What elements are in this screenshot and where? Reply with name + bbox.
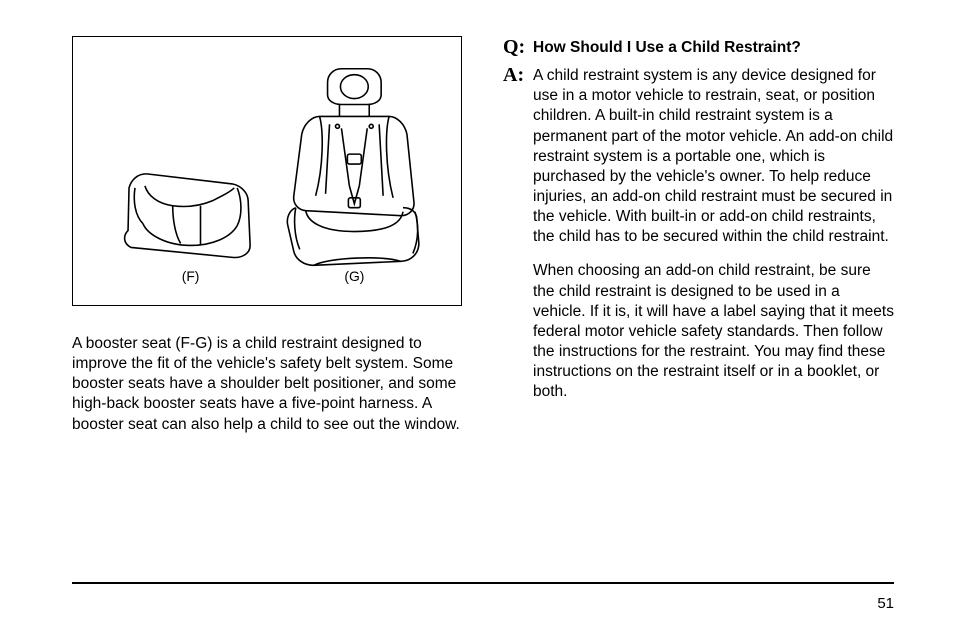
left-column: (F) (G) A booster seat (F-G) is a child … [72, 36, 463, 435]
question-text: How Should I Use a Child Restraint? [533, 36, 801, 58]
answer-row: A: A child restraint system is any devic… [503, 64, 894, 402]
two-column-layout: (F) (G) A booster seat (F-G) is a child … [72, 36, 894, 435]
q-label: Q: [503, 36, 527, 58]
answer-text: A child restraint system is any device d… [533, 64, 894, 402]
figure-box: (F) (G) [72, 36, 462, 306]
booster-seat-illustration: (F) (G) [73, 37, 461, 305]
right-column: Q: How Should I Use a Child Restraint? A… [503, 36, 894, 435]
page-number: 51 [877, 595, 894, 612]
manual-page: (F) (G) A booster seat (F-G) is a child … [0, 0, 954, 636]
figure-label-g: (G) [344, 268, 364, 284]
figure-label-f: (F) [182, 268, 200, 284]
footer-rule [72, 582, 894, 584]
a-label: A: [503, 64, 527, 402]
answer-paragraph-1: A child restraint system is any device d… [533, 66, 894, 247]
answer-paragraph-2: When choosing an add-on child restraint,… [533, 261, 894, 402]
question-row: Q: How Should I Use a Child Restraint? [503, 36, 894, 58]
left-paragraph: A booster seat (F-G) is a child restrain… [72, 334, 463, 435]
